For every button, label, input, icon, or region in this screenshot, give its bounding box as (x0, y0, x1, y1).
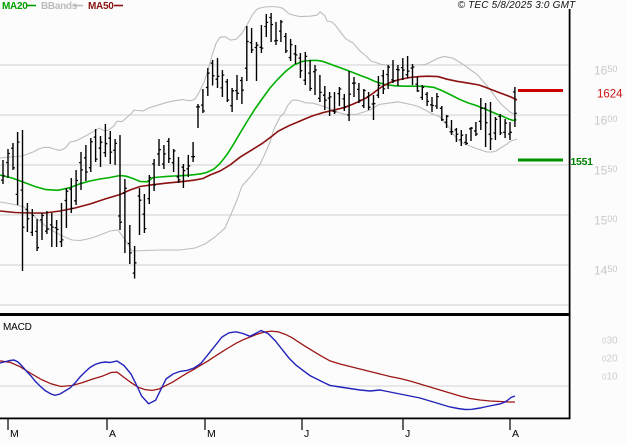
svg-text:J: J (405, 428, 410, 440)
svg-text:MA50: MA50 (88, 1, 114, 12)
svg-text:A: A (109, 428, 116, 440)
svg-text:M: M (10, 428, 19, 440)
svg-text:1624: 1624 (597, 89, 623, 101)
svg-text:030: 030 (602, 336, 618, 347)
svg-text:© TEC 5/8/2025 3:0 GMT: © TEC 5/8/2025 3:0 GMT (458, 0, 577, 11)
svg-text:MA20: MA20 (2, 1, 28, 12)
svg-text:020: 020 (602, 354, 618, 365)
svg-text:1551: 1551 (571, 156, 594, 168)
svg-text:010: 010 (602, 372, 618, 383)
svg-text:MACD: MACD (3, 322, 32, 333)
svg-text:BBands: BBands (41, 1, 78, 12)
svg-text:M: M (207, 428, 216, 440)
svg-text:A: A (512, 428, 519, 440)
svg-text:J: J (304, 428, 309, 440)
